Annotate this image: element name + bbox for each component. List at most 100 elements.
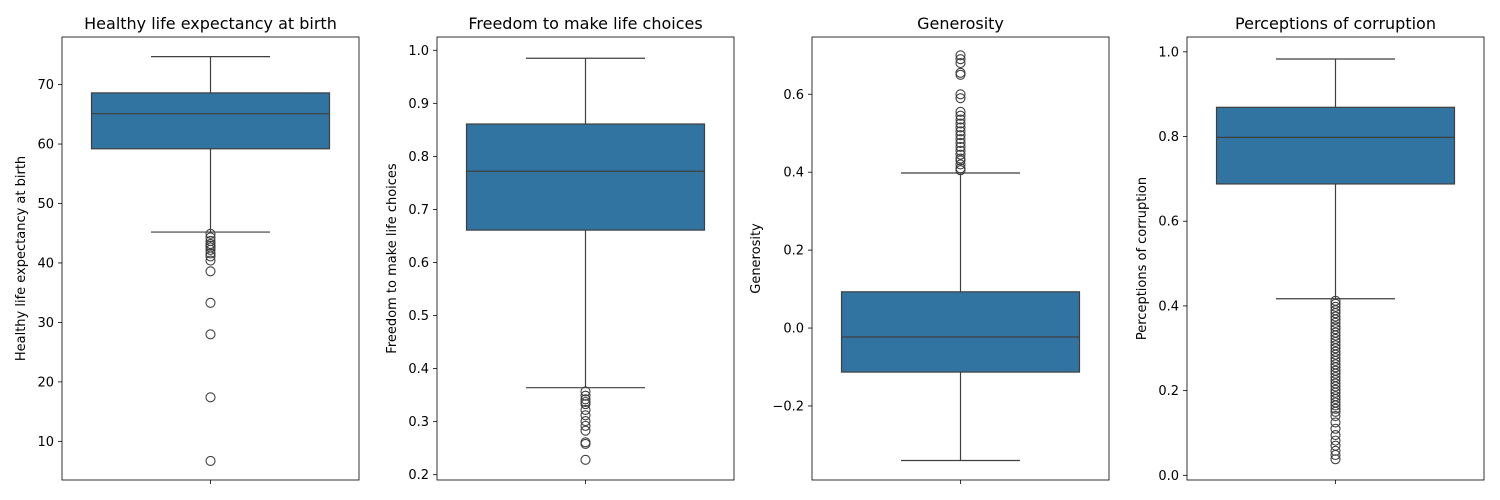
panel-4-outlier-15 — [1330, 343, 1341, 354]
panel-2-outlier-9 — [580, 425, 591, 436]
panel-3-outlier-23 — [955, 165, 966, 176]
panel-1-box — [90, 92, 331, 150]
panel-2-ylabel: Freedom to make life choices — [385, 163, 400, 354]
panel-3-box — [840, 291, 1081, 373]
panel-1-outlier-6 — [205, 244, 216, 255]
panel-4-ytick-label-3: 0.6 — [1158, 215, 1179, 230]
panel-3-outlier-12 — [955, 126, 966, 137]
panel-3-outlier-3 — [955, 67, 966, 78]
panel-3-ytick-label-0: −0.2 — [772, 399, 804, 414]
panel-1-ylabel: Healthy life expectancy at birth — [14, 156, 29, 361]
panel-4-outlier-38 — [1330, 423, 1341, 434]
panel-4-outlier-39 — [1330, 430, 1341, 441]
panel-3-outlier-17 — [955, 145, 966, 156]
panel-4-ytick-label-0: 0.0 — [1158, 469, 1179, 484]
panel-2-ytick-label-5: 0.7 — [408, 203, 429, 218]
panel-3-outlier-13 — [955, 130, 966, 141]
panel-4-outlier-40 — [1330, 435, 1341, 446]
panel-4-outlier-23 — [1330, 368, 1341, 379]
panel-4-outlier-43 — [1330, 449, 1341, 461]
panel-3-outlier-4 — [955, 69, 966, 80]
panel-4-ytick-label-5: 1.0 — [1158, 45, 1179, 60]
panel-1-title: Healthy life expectancy at birth — [84, 14, 337, 33]
panel-4-box — [1215, 106, 1456, 185]
panel-3-outlier-20 — [955, 155, 966, 166]
panel-2-ytick-label-6: 0.8 — [408, 150, 429, 165]
panel-3-outlier-0 — [955, 50, 966, 61]
panel-2-ytick-label-7: 0.9 — [408, 97, 429, 112]
panel-4-outlier-35 — [1330, 406, 1341, 417]
panel-2-box — [465, 123, 706, 231]
panel-4-outlier-2 — [1330, 301, 1341, 312]
panel-1-outlier-7 — [205, 248, 216, 259]
panel-4-outlier-19 — [1330, 355, 1341, 367]
panel-3-frame — [811, 36, 1110, 481]
panel-4-ytick-label-4: 0.8 — [1158, 130, 1179, 145]
panel-3-outlier-2 — [955, 58, 966, 69]
panel-4-outlier-25 — [1330, 374, 1341, 386]
panel-2-outlier-8 — [580, 420, 591, 431]
panel-1-outlier-9 — [205, 255, 216, 266]
panel-2-ytick-label-2: 0.4 — [408, 362, 429, 377]
panel-2-frame — [436, 36, 735, 481]
panel-4-outlier-36 — [1330, 410, 1341, 422]
panel-4-outlier-5 — [1330, 311, 1341, 322]
panel-4-frame — [1186, 36, 1485, 481]
panel-4-outlier-27 — [1330, 381, 1341, 392]
panel-2-outlier-6 — [580, 410, 591, 421]
panel-3-ytick-label-4: 0.6 — [783, 88, 804, 103]
panel-4-outlier-9 — [1330, 324, 1341, 335]
panel-4-outlier-4 — [1330, 308, 1341, 319]
panel-1-ytick-label-6: 70 — [37, 78, 54, 93]
panel-4-outlier-7 — [1330, 317, 1341, 328]
panel-2-ytick-label-8: 1.0 — [408, 44, 429, 59]
panel-3-outlier-15 — [955, 137, 966, 149]
panel-1-outlier-11 — [205, 297, 216, 308]
panel-2-title: Freedom to make life choices — [468, 14, 702, 33]
panel-4-ytick-label-1: 0.2 — [1158, 384, 1179, 399]
panel-3-outlier-21 — [955, 159, 966, 170]
panel-1-outlier-8 — [205, 251, 216, 262]
panel-3-outlier-5 — [955, 89, 966, 100]
panel-4-outlier-34 — [1330, 403, 1341, 414]
panel-4-ylabel: Perceptions of corruption — [1135, 177, 1150, 340]
panel-2-ytick-label-1: 0.3 — [408, 415, 429, 430]
panel-3-title: Generosity — [917, 14, 1004, 33]
panel-1-ytick-label-5: 60 — [37, 138, 54, 153]
panel-2-ytick-label-4: 0.6 — [408, 256, 429, 271]
panel-3-outlier-18 — [955, 149, 966, 160]
panel-1-outlier-1 — [205, 232, 216, 243]
panel-4-outlier-31 — [1330, 394, 1341, 405]
panel-3-outlier-8 — [955, 110, 966, 121]
panel-1-outlier-13 — [205, 392, 216, 403]
panel-3-ylabel: Generosity — [749, 223, 764, 294]
panel-4-outlier-29 — [1330, 387, 1341, 398]
panel-4-outlier-13 — [1330, 336, 1341, 347]
panel-1-ytick-label-3: 40 — [37, 256, 54, 271]
panel-3-outlier-6 — [955, 93, 966, 104]
panel-1-outlier-0 — [205, 228, 216, 239]
panel-1-outlier-10 — [205, 266, 216, 277]
panel-4-ytick-label-2: 0.4 — [1158, 299, 1179, 314]
panel-2-outlier-4 — [580, 399, 591, 410]
panel-4-outlier-6 — [1330, 314, 1341, 325]
panel-2-outlier-11 — [580, 438, 591, 449]
panel-2-outlier-12 — [580, 454, 591, 465]
panel-3-ytick-label-1: 0.0 — [783, 322, 804, 337]
panel-1-ytick-label-2: 30 — [37, 316, 54, 331]
panel-1-ytick-label-0: 10 — [37, 435, 54, 450]
panel-2-outlier-2 — [580, 394, 591, 405]
panel-3-outlier-11 — [955, 122, 966, 133]
panel-3-ytick-label-2: 0.2 — [783, 244, 804, 259]
panel-2-ytick-label-0: 0.2 — [408, 468, 429, 483]
panel-3-outlier-1 — [955, 54, 966, 65]
panel-4-outlier-11 — [1330, 330, 1341, 341]
panel-1-frame — [61, 36, 360, 481]
panel-3-outlier-14 — [955, 134, 966, 145]
panel-3-outlier-9 — [955, 114, 966, 125]
panel-3-outlier-16 — [955, 141, 966, 152]
panel-3-ytick-label-3: 0.4 — [783, 166, 804, 181]
panel-4-outlier-37 — [1330, 417, 1341, 428]
panel-1-outlier-12 — [205, 329, 216, 340]
